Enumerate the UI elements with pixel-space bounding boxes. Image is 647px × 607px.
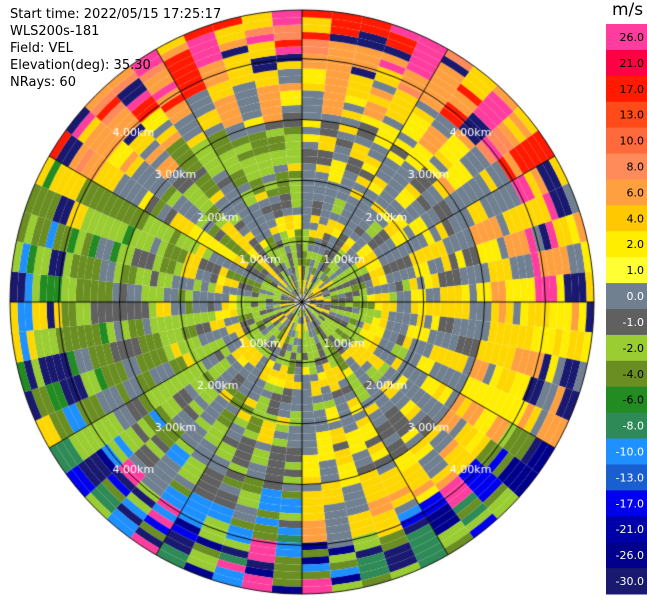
colorbar-tick-label: 0.0 (627, 290, 645, 303)
colorbar-tick-label: 2.0 (627, 238, 645, 251)
colorbar-tick-label: -30.0 (616, 575, 644, 588)
ppi-plot (0, 0, 606, 607)
colorbar-tick-label: 13.0 (620, 109, 645, 122)
colorbar-tick-label: -4.0 (623, 368, 644, 381)
colorbar-segment (606, 257, 647, 284)
colorbar-segment (606, 334, 647, 362)
colorbar-segment (606, 412, 647, 440)
colorbar-tick-label: -13.0 (616, 471, 644, 484)
colorbar-segment (606, 231, 647, 258)
colorbar-tick-label: -10.0 (616, 446, 644, 459)
colorbar-tick-label: -17.0 (616, 497, 644, 510)
colorbar-tick-label: -6.0 (623, 394, 644, 407)
colorbar-tick-label: 8.0 (627, 161, 645, 174)
colorbar-tick-label: -8.0 (623, 420, 644, 433)
colorbar-segment (606, 568, 647, 595)
colorbar-segment (606, 490, 647, 517)
colorbar-tick-label: 1.0 (627, 264, 645, 277)
colorbar-segment (606, 438, 647, 465)
colorbar-segment (606, 49, 647, 77)
colorbar-segment (606, 179, 647, 206)
colorbar-tick-label: 26.0 (620, 31, 645, 44)
colorbar-segment (606, 75, 647, 103)
colorbar-tick-label: 21.0 (620, 57, 645, 70)
colorbar-segment (606, 309, 647, 336)
instrument-label: WLS200s-181 (10, 24, 100, 39)
colorbar-unit: m/s (612, 0, 644, 20)
colorbar-segment (606, 464, 647, 491)
colorbar-segment (606, 283, 647, 310)
colorbar-tick-label: 17.0 (620, 83, 645, 96)
colorbar-tick-label: -26.0 (616, 549, 644, 562)
colorbar-segment (606, 205, 647, 232)
colorbar-segment (606, 153, 647, 180)
colorbar-tick-label: 6.0 (627, 186, 645, 199)
colorbar-segment (606, 101, 647, 129)
start-time-label: Start time: 2022/05/15 17:25:17 (10, 7, 222, 22)
colorbar-segment (606, 24, 647, 51)
colorbar-tick-label: -2.0 (623, 342, 644, 355)
colorbar-tick-label: 10.0 (620, 135, 645, 148)
colorbar-segment (606, 542, 647, 569)
colorbar-segment (606, 386, 647, 414)
colorbar: 26.0 21.0 17.0 13.0 10.0 8.0 6.0 4.0 2.0 1.0 0.0 -1… (606, 24, 647, 595)
colorbar-tick-label: -1.0 (623, 316, 644, 329)
field-label: Field: VEL (10, 41, 73, 56)
colorbar-segment (606, 360, 647, 388)
nrays-label: NRays: 60 (10, 75, 76, 90)
info-panel: Start time: 2022/05/15 17:25:17 WLS200s-… (10, 6, 221, 91)
colorbar-segment (606, 127, 647, 155)
colorbar-tick-label: 4.0 (627, 212, 645, 225)
elevation-label: Elevation(deg): 35.30 (10, 58, 151, 73)
colorbar-tick-label: -21.0 (616, 523, 644, 536)
colorbar-segment (606, 516, 647, 543)
